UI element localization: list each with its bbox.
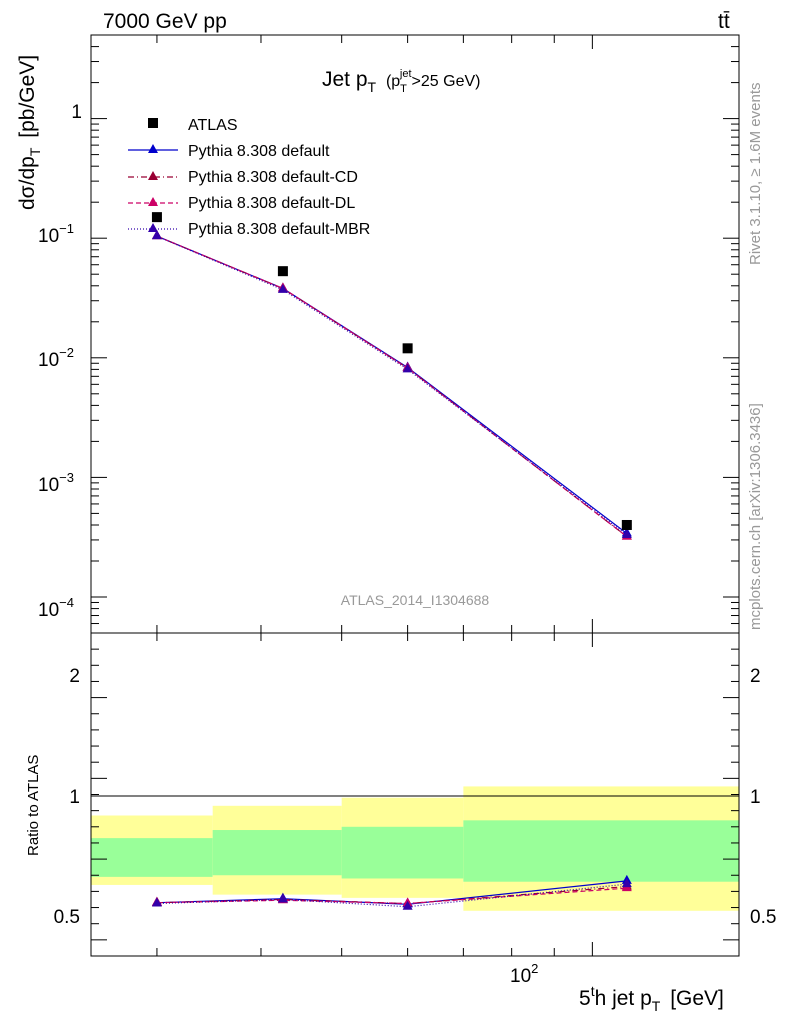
ratio-tick-label-2: 2: [69, 666, 80, 687]
main-y-axis-label-unit: [pb/GeV]: [16, 55, 39, 138]
ratio-panel-frame: [90, 632, 740, 957]
y-tick-label-1e-2: 10−2: [38, 345, 74, 371]
ratio-tick-label-1: 1: [69, 787, 80, 808]
band-inner-1: [212, 830, 342, 876]
ratio-uncertainty-bands: [91, 786, 739, 911]
ratio-series-line-2: [156, 887, 627, 905]
ratio-series-3-point-3: [621, 878, 632, 888]
band-inner-0: [91, 838, 213, 877]
x-tick-label-100: 102: [510, 961, 538, 987]
atlas-point-2: [402, 343, 413, 354]
panel-title: Jet pT (pTjet>25 GeV): [322, 68, 480, 97]
y-tick-label-1e-4-base: 10: [38, 600, 59, 621]
atlas-point-0: [151, 212, 162, 223]
x-tick-label-exp: 2: [531, 961, 538, 976]
y-tick-label-1e-2-exp: −2: [59, 345, 74, 360]
main-y-axis-label-text: dσ/dp: [16, 156, 39, 210]
x-tick-label-base: 10: [510, 966, 531, 987]
y-tick-label-1e-1: 10−1: [38, 221, 74, 247]
y-tick-label-1e-3-base: 10: [38, 475, 59, 496]
ratio-tick-label-right-2: 2: [750, 666, 761, 687]
y-tick-label-1-base: 1: [71, 102, 82, 123]
panel-title-sub: T: [368, 79, 377, 95]
panel-title-note-sup: jet: [399, 68, 412, 80]
legend-label-atlas: ATLAS: [188, 117, 238, 134]
legend-marker-cd: [148, 171, 158, 180]
ratio-series-3-point-1: [277, 893, 288, 903]
x-axis-label-unit: [GeV]: [670, 987, 724, 1010]
y-tick-label-1e-2-base: 10: [38, 350, 59, 371]
y-tick-label-1e-4-exp: −4: [59, 595, 74, 610]
ratio-series-line-3: [156, 883, 627, 908]
panel-title-main: Jet p: [322, 68, 368, 91]
x-axis-label: 5th jet pT [GeV]: [579, 983, 724, 1016]
ratio-tick-label-right-0.5: 0.5: [750, 907, 776, 928]
x-axis-label-sub: T: [652, 998, 661, 1014]
legend-label-dl: Pythia 8.308 default-DL: [188, 195, 355, 212]
y-tick-label-1e-4: 10−4: [38, 595, 74, 621]
atlas-point-1: [277, 266, 288, 277]
main-series-3-point-1: [277, 283, 288, 293]
legend-label-mbr: Pythia 8.308 default-MBR: [188, 221, 370, 238]
panel-title-note-sub: T: [400, 83, 407, 95]
y-tick-label-1e-1-exp: −1: [59, 221, 74, 236]
ratio-tick-label-right-1: 1: [750, 787, 761, 808]
main-series-3-point-0: [151, 230, 162, 240]
rivet-version-label: Rivet 3.1.10, ≥ 1.6M events: [747, 83, 764, 266]
ratio-panel-series: [151, 874, 632, 910]
main-series-line-3: [156, 235, 628, 536]
main-series-line-0: [156, 235, 628, 534]
legend-label-cd: Pythia 8.308 default-CD: [188, 169, 358, 186]
legend-marker-atlas: [148, 118, 158, 128]
beam-label: 7000 GeV pp: [103, 10, 227, 33]
axis-ticks: [91, 34, 740, 956]
main-series-line-2: [156, 235, 628, 538]
x-axis-label-mid: h jet p: [595, 987, 652, 1010]
y-tick-label-1e-3: 10−3: [38, 470, 74, 496]
legend: ATLAS Pythia 8.308 default Pythia 8.308 …: [128, 117, 370, 238]
atlas-point-3: [621, 519, 632, 530]
main-y-axis-label: dσ/dpT [pb/GeV]: [16, 55, 45, 210]
main-y-axis-label-sub: T: [27, 147, 43, 156]
ratio-y-axis-label: Ratio to ATLAS: [25, 755, 42, 856]
y-tick-label-1e-3-exp: −3: [59, 470, 74, 485]
ratio-series-line-1: [156, 885, 627, 905]
ratio-tick-label-0.5: 0.5: [54, 907, 80, 928]
band-inner-2: [341, 826, 464, 879]
legend-marker-default: [148, 144, 158, 153]
band-inner-3: [463, 820, 739, 882]
panel-title-note: (p: [386, 73, 400, 90]
legend-marker-dl: [148, 197, 158, 206]
panel-title-note-close: >25 GeV): [412, 73, 481, 90]
main-series-3-point-3: [621, 528, 632, 538]
main-panel-series: [151, 212, 632, 540]
y-tick-label-1: 1: [71, 102, 82, 123]
legend-marker-mbr: [148, 223, 158, 232]
y-tick-label-1e-1-base: 10: [38, 226, 59, 247]
main-series-line-1: [156, 235, 628, 538]
analysis-tag: ATLAS_2014_I1304688: [341, 592, 490, 608]
legend-label-default: Pythia 8.308 default: [188, 143, 330, 160]
process-label: tt̄: [718, 10, 730, 33]
x-axis-label-prefix: 5: [579, 987, 591, 1010]
main-series-3-point-2: [402, 363, 413, 373]
ratio-series-3-point-0: [151, 897, 162, 907]
ratio-series-3-point-2: [402, 900, 413, 910]
x-axis-label-sup: t: [591, 983, 595, 999]
source-label: mcplots.cern.ch [arXiv:1306.3436]: [747, 403, 764, 630]
